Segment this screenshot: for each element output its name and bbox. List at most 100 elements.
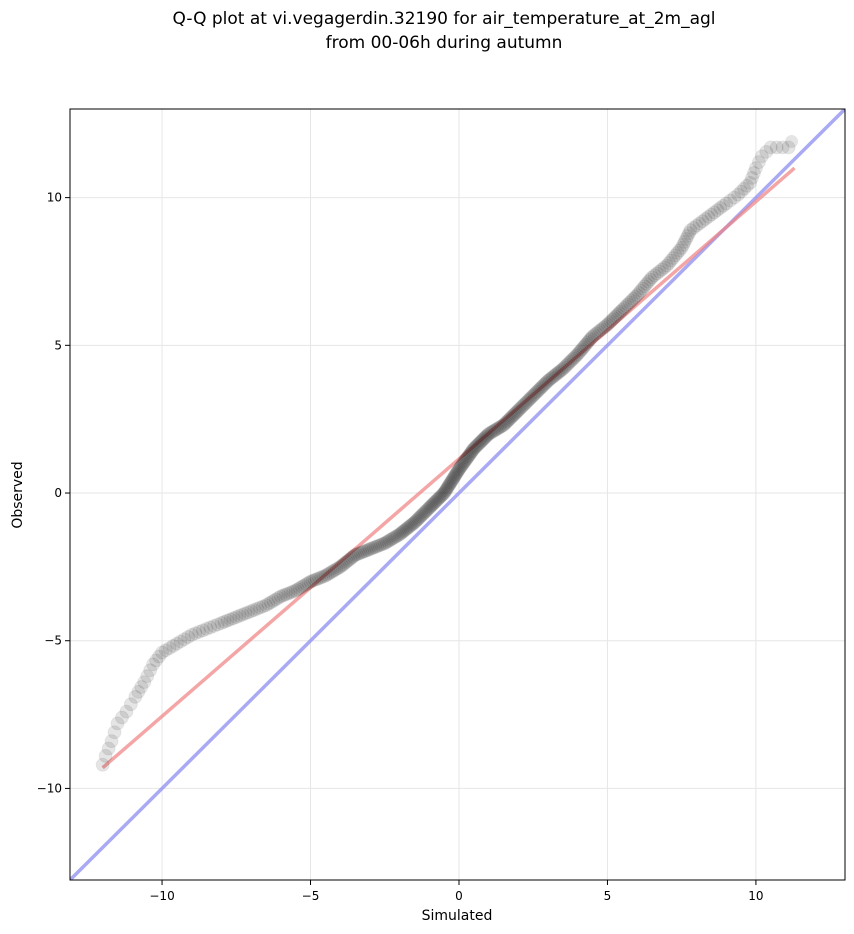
data-point <box>432 490 447 505</box>
data-point <box>181 630 196 645</box>
data-point <box>538 376 553 391</box>
data-point <box>400 520 415 535</box>
data-point <box>421 502 436 517</box>
data-point <box>307 572 322 587</box>
data-point <box>312 571 327 586</box>
data-point <box>608 309 623 324</box>
data-point <box>522 392 537 407</box>
data-point <box>416 506 431 521</box>
data-point <box>759 144 774 159</box>
data-point <box>557 360 572 375</box>
data-point <box>542 372 557 387</box>
y-tick-label: −10 <box>37 781 62 795</box>
data-point <box>408 514 423 529</box>
data-point <box>368 539 383 554</box>
data-point <box>440 480 455 495</box>
data-point <box>682 226 697 241</box>
data-point <box>737 181 752 196</box>
data-point <box>423 499 438 514</box>
data-point <box>395 525 410 540</box>
data-point <box>399 522 414 537</box>
data-point <box>498 415 513 430</box>
data-point <box>426 496 441 511</box>
data-point <box>632 285 647 300</box>
data-point <box>574 342 589 357</box>
data-point <box>477 431 492 446</box>
data-point <box>448 467 463 482</box>
data-point <box>515 399 530 414</box>
data-point <box>470 438 485 453</box>
data-point <box>422 500 437 515</box>
data-point <box>619 299 634 314</box>
data-point <box>390 528 405 543</box>
y-tick-label: 10 <box>47 191 62 205</box>
data-point <box>701 209 716 224</box>
data-point <box>223 612 238 627</box>
data-point <box>393 526 408 541</box>
data-point <box>387 530 402 545</box>
data-point <box>195 623 210 638</box>
data-point <box>505 409 520 424</box>
data-point <box>689 218 704 233</box>
data-point <box>564 353 579 368</box>
data-point <box>561 356 576 371</box>
data-point <box>238 606 253 621</box>
data-point <box>344 550 359 565</box>
data-point <box>641 274 656 289</box>
data-point <box>98 748 113 763</box>
data-point <box>226 611 241 626</box>
data-point <box>384 532 399 547</box>
data-point <box>534 380 549 395</box>
data-point <box>428 495 443 510</box>
data-point <box>781 140 796 155</box>
data-point <box>318 568 333 583</box>
data-point <box>207 618 222 633</box>
data-point <box>459 452 474 467</box>
data-point <box>512 401 527 416</box>
data-point <box>447 470 462 485</box>
data-point <box>584 331 599 346</box>
data-point <box>450 465 465 480</box>
data-point <box>483 426 498 441</box>
data-point <box>473 434 488 449</box>
data-point <box>644 270 659 285</box>
data-point <box>419 503 434 518</box>
data-point <box>431 491 446 506</box>
data-point <box>276 588 291 603</box>
data-point <box>411 511 426 526</box>
data-point <box>615 302 630 317</box>
data-point <box>292 580 307 595</box>
data-point <box>731 187 746 202</box>
data-point <box>441 479 456 494</box>
data-point <box>487 423 502 438</box>
data-point <box>467 440 482 455</box>
data-point <box>316 569 331 584</box>
data-point <box>158 643 173 658</box>
data-point <box>555 361 570 376</box>
data-point <box>348 548 363 563</box>
data-point <box>374 537 389 552</box>
data-point <box>740 178 755 193</box>
data-point <box>453 459 468 474</box>
data-point <box>377 536 392 551</box>
data-point <box>742 175 757 190</box>
data-point <box>114 710 129 725</box>
data-point <box>334 558 349 573</box>
data-point <box>474 433 489 448</box>
data-point <box>301 575 316 590</box>
grid <box>70 109 845 880</box>
data-point <box>309 572 324 587</box>
data-point <box>357 544 372 559</box>
data-point <box>444 474 459 489</box>
data-point <box>446 471 461 486</box>
data-point <box>203 620 218 635</box>
data-point <box>622 295 637 310</box>
x-tick-label: 10 <box>748 889 763 903</box>
data-point <box>299 577 314 592</box>
data-point <box>286 584 301 599</box>
data-point <box>370 539 385 554</box>
y-axis: −10 −5 0 5 10 <box>37 191 70 795</box>
data-point <box>676 237 691 252</box>
data-point <box>654 262 669 277</box>
data-point <box>624 293 639 308</box>
